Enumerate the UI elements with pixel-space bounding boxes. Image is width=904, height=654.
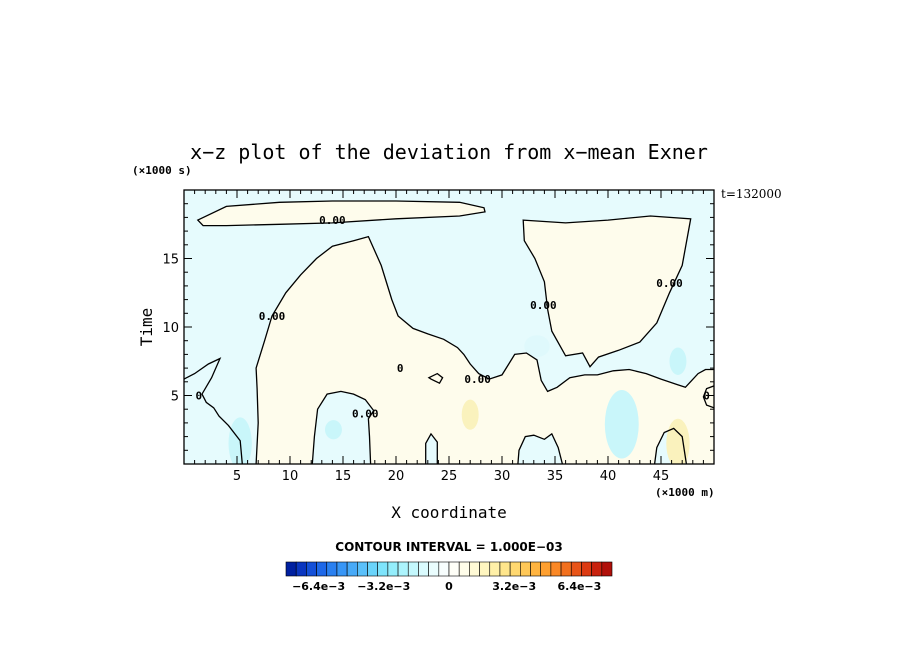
x-tick-label: 35 bbox=[547, 469, 564, 484]
positive-region-cell bbox=[428, 373, 443, 384]
chart-title: x−z plot of the deviation from x−mean Ex… bbox=[190, 140, 708, 164]
colorbar-cell bbox=[418, 561, 429, 577]
x-tick-label: 45 bbox=[653, 469, 670, 484]
anomaly-blob bbox=[666, 418, 690, 464]
colorbar-tick-label: −6.4e−3 bbox=[292, 580, 345, 593]
zero-contour-line bbox=[255, 235, 714, 464]
zero-contour-line bbox=[427, 372, 444, 385]
anomaly-blob bbox=[524, 335, 550, 358]
zero-contour-line bbox=[653, 427, 688, 464]
x-tick-label: 10 bbox=[282, 469, 299, 484]
colorbar-tick-label: 6.4e−3 bbox=[557, 580, 601, 593]
contour-label: 0.00 bbox=[352, 407, 379, 420]
contour-lines bbox=[184, 200, 714, 464]
zero-contour-line bbox=[311, 390, 375, 464]
colorbar-cell bbox=[581, 561, 592, 577]
x-tick-label: 5 bbox=[233, 469, 241, 484]
x-tick-label: 20 bbox=[388, 469, 405, 484]
positive-region-main bbox=[184, 236, 714, 464]
anomaly-blob bbox=[461, 399, 479, 430]
colorbar-cell bbox=[377, 561, 389, 577]
axis-ticks: 5 10 15 20 25 30 35 40 45 5 10 15 bbox=[162, 190, 714, 484]
negative-pocket bbox=[312, 391, 374, 464]
colorbar-cell bbox=[499, 561, 511, 577]
y-tick-label: 15 bbox=[162, 253, 179, 268]
colorbar-cell bbox=[540, 561, 552, 577]
colorbar-cell bbox=[530, 561, 541, 577]
contour-label: 0 bbox=[196, 390, 203, 403]
zero-contour-line bbox=[702, 385, 714, 409]
colorbar-cell bbox=[367, 561, 378, 577]
colorbar-tick-label: −3.2e−3 bbox=[357, 580, 410, 593]
negative-pocket bbox=[425, 433, 438, 464]
colorbar-cell bbox=[336, 561, 348, 577]
x-axis-label: X coordinate bbox=[391, 503, 507, 522]
contour-label: 0.00 bbox=[259, 310, 286, 323]
colorbar-cell bbox=[458, 561, 470, 577]
colorbar-cell bbox=[428, 561, 440, 577]
colorbar-cell bbox=[346, 561, 358, 577]
plot-area bbox=[184, 190, 714, 464]
colorbar-tick-label: 0 bbox=[445, 580, 453, 593]
anomaly-blob bbox=[669, 347, 687, 375]
colorbar-tick-labels: −6.4e−3 −3.2e−3 0 3.2e−3 6.4e−3 bbox=[292, 580, 601, 593]
zero-contour-line bbox=[517, 432, 564, 464]
y-tick-label: 5 bbox=[171, 390, 179, 405]
colorbar bbox=[285, 561, 613, 577]
x-tick-label: 30 bbox=[494, 469, 511, 484]
y-axis-label: Time bbox=[137, 308, 156, 347]
colorbar-cell bbox=[550, 561, 562, 577]
colorbar-cell bbox=[448, 561, 460, 577]
colorbar-cell bbox=[438, 561, 450, 577]
anomaly-layer bbox=[228, 335, 690, 464]
anomaly-blob bbox=[604, 390, 639, 459]
x-tick-label: 15 bbox=[335, 469, 352, 484]
colorbar-cell bbox=[601, 561, 613, 577]
positive-region-cell bbox=[523, 216, 691, 367]
positive-region-cell bbox=[197, 201, 486, 226]
x-unit-label: (×1000 m) bbox=[655, 486, 715, 499]
y-tick-label: 10 bbox=[162, 321, 179, 336]
time-stamp: t=132000 bbox=[721, 187, 782, 201]
colorbar-cell bbox=[357, 561, 368, 577]
colorbar-cell bbox=[479, 561, 491, 577]
colorbar-cell bbox=[387, 561, 399, 577]
negative-pocket bbox=[517, 433, 563, 464]
colorbar-cell bbox=[316, 561, 328, 577]
colorbar-cell bbox=[397, 561, 409, 577]
zero-contour-line bbox=[425, 432, 438, 464]
x-tick-label: 25 bbox=[441, 469, 458, 484]
colorbar-cell bbox=[489, 561, 501, 577]
contour-label: 0.00 bbox=[530, 299, 557, 312]
x-tick-label: 40 bbox=[600, 469, 617, 484]
colorbar-cell bbox=[509, 561, 521, 577]
colorbar-cell bbox=[295, 561, 307, 577]
contour-label: 0.00 bbox=[319, 214, 346, 227]
colorbar-cell bbox=[326, 561, 338, 577]
colorbar-cell bbox=[407, 561, 419, 577]
contour-label: 0.00 bbox=[464, 373, 491, 386]
colorbar-cell bbox=[560, 561, 572, 577]
colorbar-cell bbox=[591, 561, 603, 577]
y-unit-label: (×1000 s) bbox=[132, 164, 192, 177]
colorbar-cell bbox=[285, 561, 297, 577]
contour-label: 0 bbox=[397, 362, 404, 375]
colorbar-cell bbox=[570, 561, 582, 577]
zero-contour-line bbox=[522, 215, 692, 368]
colorbar-tick-label: 3.2e−3 bbox=[492, 580, 536, 593]
contour-interval-text: CONTOUR INTERVAL = 1.000E−03 bbox=[335, 540, 562, 554]
anomaly-blob bbox=[324, 420, 342, 440]
colorbar-cell bbox=[469, 561, 480, 577]
contour-label: 0.00 bbox=[656, 277, 683, 290]
zero-contour-line bbox=[196, 200, 486, 227]
zero-contour-line bbox=[184, 357, 243, 464]
colorbar-cell bbox=[520, 561, 531, 577]
colorbar-cell bbox=[306, 561, 317, 577]
